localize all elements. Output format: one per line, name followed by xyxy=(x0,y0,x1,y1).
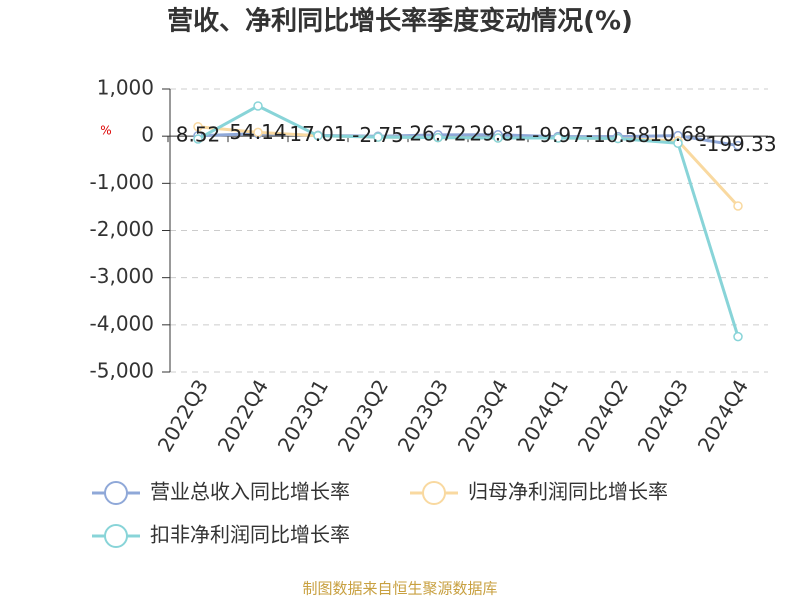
x-tick-label: 2023Q2 xyxy=(333,375,393,456)
data-point xyxy=(673,138,683,148)
data-point xyxy=(733,331,743,342)
data-label: -199.33 xyxy=(699,132,776,156)
series-line xyxy=(197,104,740,338)
data-point xyxy=(373,132,383,142)
data-label: 29.81 xyxy=(469,121,526,145)
legend-marker xyxy=(104,481,128,505)
data-point xyxy=(613,133,623,144)
legend-label: 扣非净利润同比增长率 xyxy=(150,523,350,547)
y-tick-label: 0 xyxy=(141,123,154,147)
data-point xyxy=(553,133,563,143)
data-point xyxy=(193,134,203,144)
data-point xyxy=(493,133,503,143)
data-point xyxy=(253,127,263,138)
y-tick-label: -4,000 xyxy=(90,311,154,335)
data-label: 8.52 xyxy=(176,122,221,146)
x-tick-label: 2023Q3 xyxy=(393,375,453,456)
data-label: 17.01 xyxy=(289,122,346,146)
data-label: -9.97 xyxy=(532,123,584,147)
data-point xyxy=(193,121,203,132)
x-tick-label: 2024Q3 xyxy=(633,375,693,456)
y-tick-label: 1,000 xyxy=(97,76,154,100)
data-point xyxy=(313,130,323,141)
legend-marker xyxy=(104,524,128,548)
data-label: 26.72 xyxy=(409,121,466,145)
data-label: -10.58 xyxy=(586,123,650,147)
y-tick-label: -3,000 xyxy=(90,264,154,288)
y-tick-label: -5,000 xyxy=(90,359,154,383)
x-tick-label: 2023Q4 xyxy=(453,375,513,456)
x-tick-label: 2024Q4 xyxy=(693,375,753,456)
data-label: 10.68 xyxy=(649,122,706,146)
data-point xyxy=(733,140,743,151)
y-axis-label: % xyxy=(100,124,111,138)
legend-marker xyxy=(422,481,446,505)
x-tick-label: 2023Q1 xyxy=(273,375,333,456)
y-tick-label: -2,000 xyxy=(90,217,154,241)
data-point xyxy=(433,132,443,143)
x-tick-label: 2024Q2 xyxy=(573,375,633,456)
x-tick-label: 2024Q1 xyxy=(513,375,573,456)
source-note: 制图数据来自恒生聚源数据库 xyxy=(302,580,497,598)
legend-label: 归母净利润同比增长率 xyxy=(468,480,668,504)
x-tick-label: 2022Q3 xyxy=(153,375,213,456)
y-tick-label: -1,000 xyxy=(90,170,154,194)
chart-title: 营收、净利同比增长率季度变动情况(%) xyxy=(167,6,633,37)
data-label: 54.14 xyxy=(229,120,286,144)
legend-label: 营业总收入同比增长率 xyxy=(150,480,350,504)
data-point xyxy=(733,201,743,211)
data-point xyxy=(253,101,263,111)
data-label: -2.75 xyxy=(352,123,404,147)
x-tick-label: 2022Q4 xyxy=(213,375,273,456)
